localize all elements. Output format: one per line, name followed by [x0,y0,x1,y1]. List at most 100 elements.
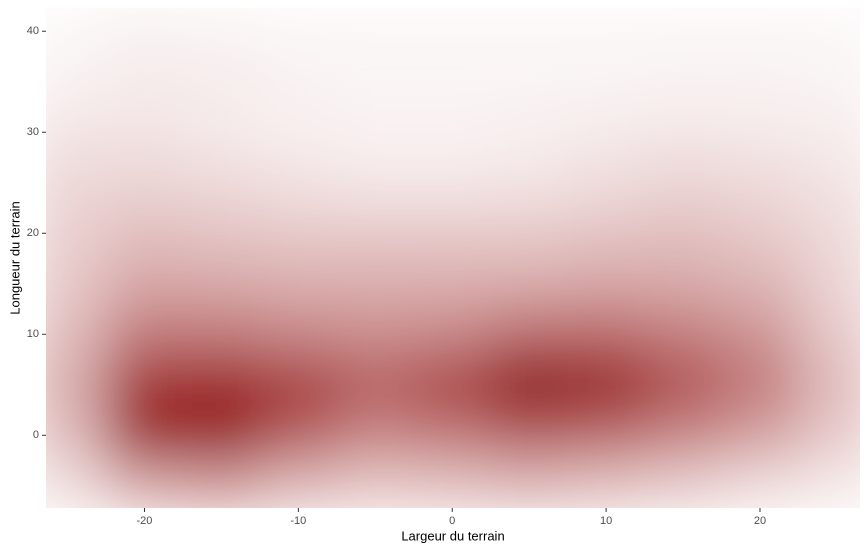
y-axis-title: Longueur du terrain [7,201,22,314]
density-cell [567,208,646,260]
density-cell [182,258,261,311]
density-cell [413,157,492,209]
density-cell [721,359,800,412]
density-cell [46,309,108,361]
density-cell [490,258,569,311]
density-cell [413,359,492,412]
density-cell [798,157,860,209]
density-cell [259,106,338,159]
density-cell [567,56,646,108]
density-cell [106,56,184,108]
density-cell [46,157,108,209]
density-cell [259,410,338,462]
density-cell [644,410,723,462]
density-cell [106,8,184,58]
density-cell [106,258,184,311]
density-cell [721,410,800,462]
density-cell [798,309,860,361]
density-cell [46,106,108,159]
density-cell [182,157,261,209]
density-cell [182,410,261,462]
density-cell [182,460,261,508]
density-cell [721,8,800,58]
density-cell [490,106,569,159]
density-cell [490,56,569,108]
density-cell [798,359,860,412]
density-cell [490,309,569,361]
y-tick-label: 30 [27,126,39,138]
density-cell [644,157,723,209]
density-cell [798,258,860,311]
density-cell [106,359,184,412]
density-cell [182,56,261,108]
density-cell [644,208,723,260]
density-cell [644,56,723,108]
density-cell [490,410,569,462]
density-cell [182,106,261,159]
density-cell [798,106,860,159]
density-cell [567,410,646,462]
density-cell [259,8,338,58]
density-cell [259,359,338,412]
density-cell [413,460,492,508]
density-cell [259,56,338,108]
density-cell [106,208,184,260]
density-cell [798,56,860,108]
x-tick-label: 0 [449,515,455,527]
density-cell [798,8,860,58]
density-cell [490,460,569,508]
density-cell [490,157,569,209]
density-cell [106,157,184,209]
density-cell [336,56,415,108]
density-cell [721,56,800,108]
density-cell [721,258,800,311]
density-cell [259,309,338,361]
density-cell [644,309,723,361]
density-cell [106,309,184,361]
density-cell [46,460,108,508]
density-cell [567,309,646,361]
density-cell [413,309,492,361]
density-cell [644,359,723,412]
density-cell [46,208,108,260]
density-cell [259,258,338,311]
density-cell [336,258,415,311]
density-cell [336,157,415,209]
density-cell [336,410,415,462]
density-cell [490,8,569,58]
density-cell [721,208,800,260]
density-cell [182,309,261,361]
y-tick-label: 40 [27,25,39,37]
x-axis-title: Largeur du terrain [401,528,504,543]
density-cell [721,460,800,508]
density-cell [567,460,646,508]
density-cell [336,460,415,508]
density-cell [336,8,415,58]
density-cell [490,208,569,260]
density-cell [567,258,646,311]
density-cell [413,106,492,159]
x-tick-label: 10 [600,515,612,527]
density-cell [644,460,723,508]
density-cell [413,410,492,462]
density-cell [644,258,723,311]
density-cell [106,106,184,159]
density-cell [46,258,108,311]
y-tick-label: 0 [33,429,39,441]
x-tick-label: -20 [137,515,153,527]
density-cell [721,309,800,361]
density-cell [567,106,646,159]
density-cell [413,8,492,58]
density-cell [46,410,108,462]
density-field [46,8,860,508]
density-cell [106,410,184,462]
density-cell [798,410,860,462]
density-cell [721,106,800,159]
y-tick-label: 20 [27,227,39,239]
density-cell [567,359,646,412]
density-cell [567,157,646,209]
density-cell [336,359,415,412]
density-cell [336,208,415,260]
density-cell [182,359,261,412]
density-cell [798,460,860,508]
